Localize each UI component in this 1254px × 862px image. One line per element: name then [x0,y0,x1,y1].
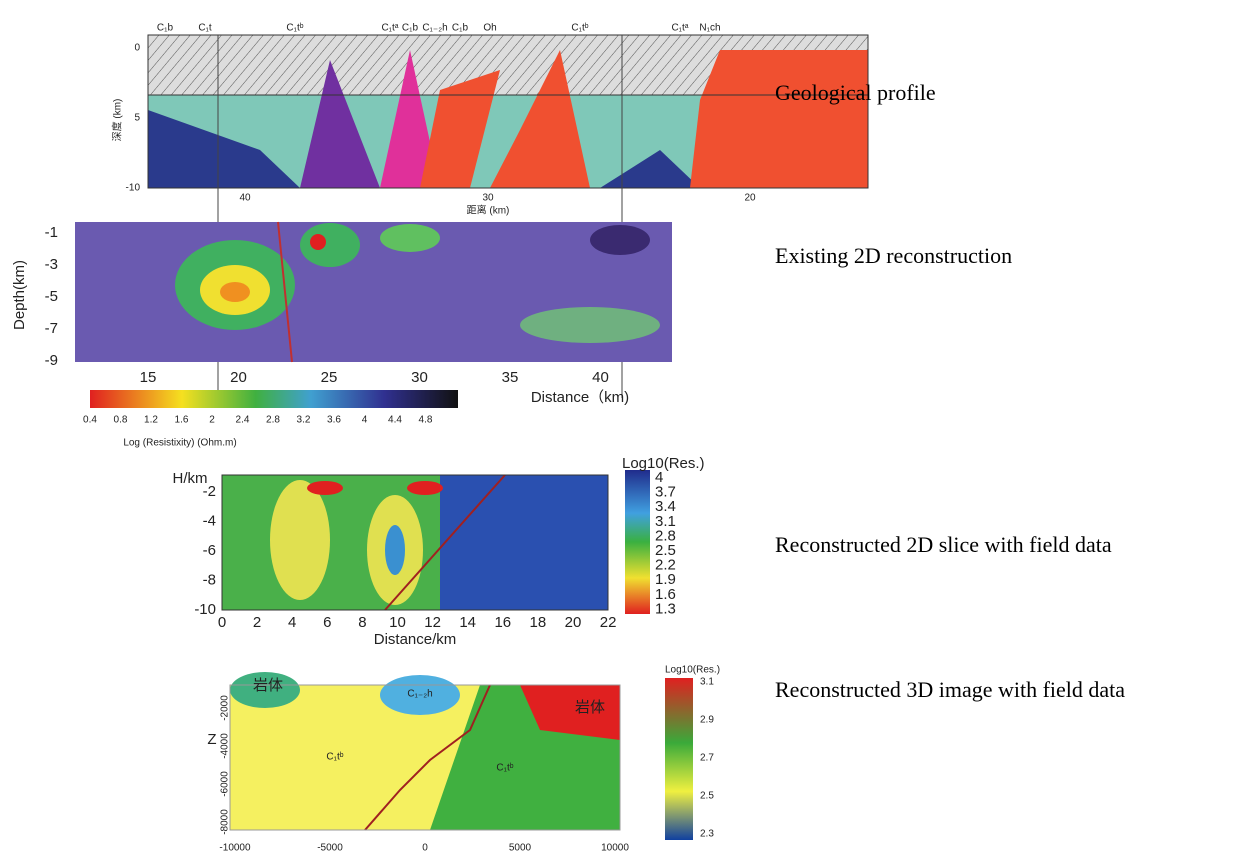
x-tick-label: -10000 [219,843,251,854]
annotation: 岩体 [575,699,605,716]
x-tick-label: 22 [600,614,617,631]
annotation: C₁tᵃ [671,23,688,34]
y-tick-label: 0 [134,43,140,54]
colorbar-label: 4.8 [419,415,433,426]
colorbar-label: 1.2 [144,415,158,426]
colorbar [625,470,650,614]
annotation: C₁tᵇ [286,23,303,34]
x-tick-label: 16 [494,614,511,631]
slice-image [222,475,608,610]
caption: Reconstructed 3D image with field data [775,677,1125,702]
annotation: C₁tᵃ [381,23,398,34]
colorbar-title: Log10(Res.) [665,665,720,676]
annotation: Oh [483,23,496,34]
colorbar-label: 2.5 [700,791,714,802]
y-tick-label: -4 [203,512,216,529]
y-tick-label: -2000 [220,695,231,721]
x-tick-label: 14 [459,614,476,631]
annotation: C₁t [198,23,212,34]
x-tick-label: 10000 [601,843,629,854]
y-axis-label: Z [207,731,216,748]
colorbar-label: 3.1 [700,677,714,688]
y-axis-label: Depth(km) [11,260,28,330]
colorbar-label: 2.3 [700,829,714,840]
colorbar-label: 2 [209,415,215,426]
x-tick-label: 0 [422,843,428,854]
colorbar [90,390,458,408]
colorbar-label: 2.7 [700,753,714,764]
y-tick-label: -2 [203,483,216,500]
y-tick-label: -1 [45,224,58,241]
y-tick-label: -6 [203,542,216,559]
reconstruction-image [75,222,672,362]
x-tick-label: 2 [253,614,261,631]
annotation: C₁₋₂h [422,23,447,34]
x-tick-label: -5000 [317,843,343,854]
x-axis-label: Distance/km [374,631,457,648]
y-tick-label: -10 [194,601,216,618]
x-tick-label: 12 [424,614,441,631]
y-axis-label: 深度 (km) [111,99,124,142]
colorbar-label: 2.4 [236,415,250,426]
colorbar-label: 4 [362,415,368,426]
x-tick-label: 6 [323,614,331,631]
colorbar-label: 1.6 [175,415,189,426]
x-tick-label: 0 [218,614,226,631]
y-tick-label: -5 [45,288,58,305]
x-tick-label: 20 [744,193,756,204]
colorbar-label: 0.8 [114,415,128,426]
x-axis-label: 距离 (km) [467,204,510,217]
x-tick-label: 20 [565,614,582,631]
y-tick-label: -3 [45,256,58,273]
annotation: C₁tᵇ [571,23,588,34]
x-tick-label: 4 [288,614,296,631]
annotation: C₁₋₂h [407,689,432,700]
y-tick-label: -9 [45,352,58,369]
x-tick-label: 5000 [509,843,532,854]
annotation: C₁b [402,23,419,34]
colorbar-label: 1.3 [655,600,676,617]
colorbar-label: 2.8 [266,415,280,426]
x-tick-label: 10 [389,614,406,631]
x-tick-label: 18 [530,614,547,631]
x-tick-label: 30 [482,193,494,204]
colorbar-label: 2.9 [700,715,714,726]
caption: Reconstructed 2D slice with field data [775,532,1112,557]
colorbar-title: Log (Resistixity) (Ohm.m) [123,438,236,449]
colorbar-label: 3.2 [297,415,311,426]
annotation: C₁b [452,23,469,34]
y-tick-label: -8000 [220,809,231,835]
x-tick-label: 40 [592,369,609,386]
y-tick-label: -6000 [220,771,231,797]
annotation: N₁ch [699,23,720,34]
x-tick-label: 15 [140,369,157,386]
y-tick-label: -8 [203,571,216,588]
colorbar-label: 3.6 [327,415,341,426]
y-tick-label: 5 [134,113,140,124]
x-tick-label: 25 [321,369,338,386]
x-axis-label: Distance（km) [531,389,629,406]
x-tick-label: 30 [411,369,428,386]
colorbar-label: 4.4 [388,415,402,426]
figure: Geological profile Existing 2D reconstruc… [0,0,1254,862]
y-tick-label: -10 [126,183,141,194]
annotation: C₁tᵇ [496,763,513,774]
x-tick-label: 35 [502,369,519,386]
colorbar [665,678,693,840]
geology-image [148,35,868,188]
y-tick-label: -4000 [220,733,231,759]
caption: Existing 2D reconstruction [775,243,1012,268]
y-tick-label: -7 [45,320,58,337]
x-tick-label: 20 [230,369,247,386]
annotation: C₁tᵇ [326,752,343,763]
colorbar-label: 0.4 [83,415,97,426]
annotation: C₁b [157,23,174,34]
caption: Geological profile [775,80,936,105]
x-tick-label: 8 [358,614,366,631]
annotation: 岩体 [253,677,283,694]
x-tick-label: 40 [239,193,251,204]
